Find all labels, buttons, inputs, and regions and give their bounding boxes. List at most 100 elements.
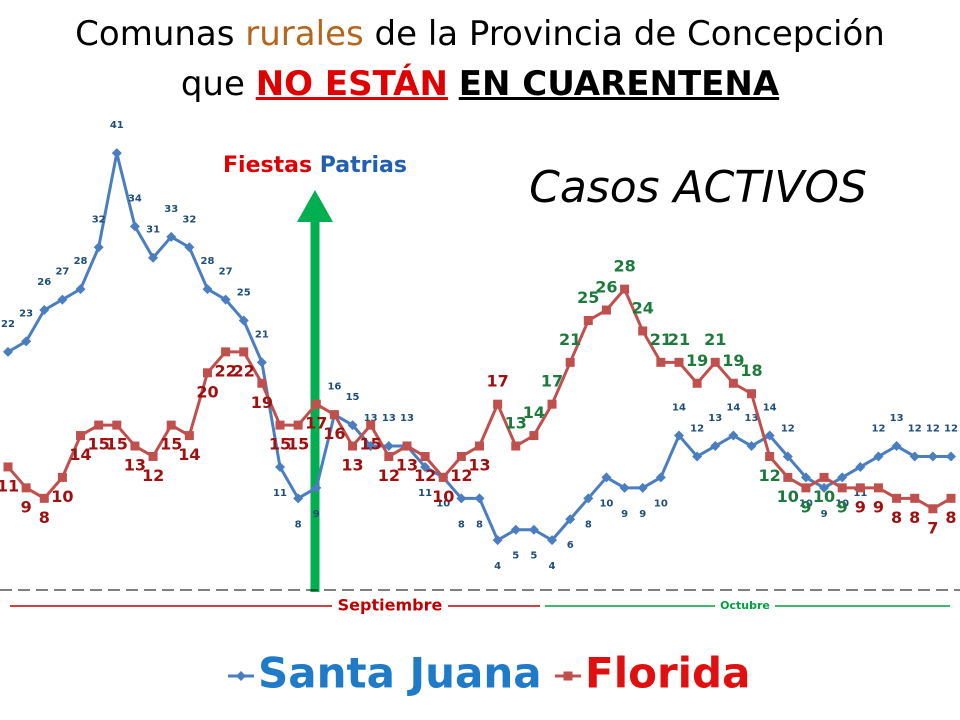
data-label: 8	[909, 508, 920, 527]
data-label: 11	[418, 488, 432, 499]
data-label: 15	[269, 435, 291, 454]
marker	[365, 441, 376, 452]
marker	[674, 357, 684, 367]
data-label: 12	[378, 466, 400, 485]
data-label: 14	[523, 403, 545, 422]
data-label: 21	[704, 330, 726, 349]
marker	[402, 441, 412, 451]
marker	[39, 493, 49, 503]
data-label: 12	[926, 423, 940, 434]
marker	[891, 441, 902, 452]
subtitle: Casos ACTIVOS	[529, 162, 867, 213]
marker	[39, 305, 50, 316]
marker	[111, 148, 122, 159]
data-label: 12	[781, 423, 795, 434]
marker	[130, 441, 140, 451]
marker	[329, 410, 339, 420]
data-label: 15	[88, 435, 110, 454]
data-label: 9	[313, 509, 320, 520]
marker	[601, 305, 611, 315]
data-label: 12	[759, 466, 781, 485]
marker	[510, 524, 521, 535]
marker	[220, 294, 231, 305]
marker	[710, 441, 721, 452]
marker	[692, 451, 703, 462]
data-label: 13	[505, 414, 527, 433]
marker	[946, 451, 956, 462]
marker	[474, 493, 485, 504]
data-label: 28	[613, 257, 635, 276]
x-group-label: Septiembre	[338, 596, 443, 615]
data-label: 11	[0, 476, 19, 495]
marker	[420, 461, 431, 472]
marker	[57, 472, 67, 482]
series-layer: Septiembre Octubre22232627283241343133322…	[0, 120, 958, 697]
data-label: 13	[745, 413, 759, 424]
marker	[528, 524, 539, 535]
legend-marker	[563, 671, 573, 681]
data-label: 23	[19, 308, 33, 319]
data-label: 5	[530, 551, 537, 562]
marker	[547, 399, 557, 409]
data-label: 25	[237, 288, 251, 299]
data-label: 10	[51, 487, 73, 506]
data-label: 14	[672, 403, 686, 414]
title-line: Comunas rurales de la Provincia de Conce…	[0, 14, 960, 54]
marker	[221, 347, 231, 357]
title-part: que	[180, 64, 256, 104]
data-label: 15	[106, 435, 128, 454]
marker	[293, 493, 304, 504]
marker	[275, 461, 286, 472]
marker	[21, 336, 32, 347]
marker	[511, 441, 521, 451]
marker	[638, 326, 648, 336]
data-label: 8	[945, 508, 956, 527]
marker	[620, 284, 630, 294]
data-label: 12	[908, 423, 922, 434]
data-label: 14	[726, 403, 740, 414]
data-label: 10	[599, 498, 613, 509]
data-label: 16	[323, 424, 345, 443]
data-label: 12	[944, 423, 958, 434]
data-label: 13	[124, 456, 146, 475]
data-label: 12	[690, 423, 704, 434]
marker	[202, 368, 212, 378]
data-label: 19	[686, 351, 708, 370]
data-label: 28	[201, 256, 215, 267]
marker	[927, 451, 938, 462]
data-label: 13	[890, 413, 904, 424]
marker	[855, 461, 866, 472]
data-label: 25	[577, 288, 599, 307]
marker	[75, 284, 86, 295]
marker	[637, 482, 648, 493]
data-label: 15	[287, 435, 309, 454]
data-label: 14	[763, 403, 777, 414]
marker	[311, 482, 322, 493]
data-label: 32	[92, 214, 106, 225]
marker	[493, 399, 503, 409]
marker	[910, 493, 920, 503]
data-label: 9	[837, 497, 848, 516]
data-label: 22	[233, 361, 255, 380]
marker	[873, 451, 884, 462]
data-label: 10	[654, 498, 668, 509]
data-label: 18	[740, 361, 762, 380]
marker	[873, 483, 883, 493]
data-label: 11	[273, 488, 287, 499]
legend-label: Santa Juana	[258, 649, 542, 698]
marker	[202, 284, 213, 295]
marker	[583, 316, 593, 325]
marker	[656, 357, 666, 367]
data-label: 22	[214, 361, 236, 380]
data-label: 6	[567, 540, 574, 551]
data-label: 9	[621, 509, 628, 520]
marker	[946, 493, 956, 503]
marker	[238, 315, 249, 326]
data-label: 8	[295, 519, 302, 530]
marker	[529, 431, 539, 441]
data-label: 41	[110, 120, 124, 131]
marker	[547, 535, 558, 546]
title-part: de la Provincia de Concepción	[363, 14, 885, 54]
